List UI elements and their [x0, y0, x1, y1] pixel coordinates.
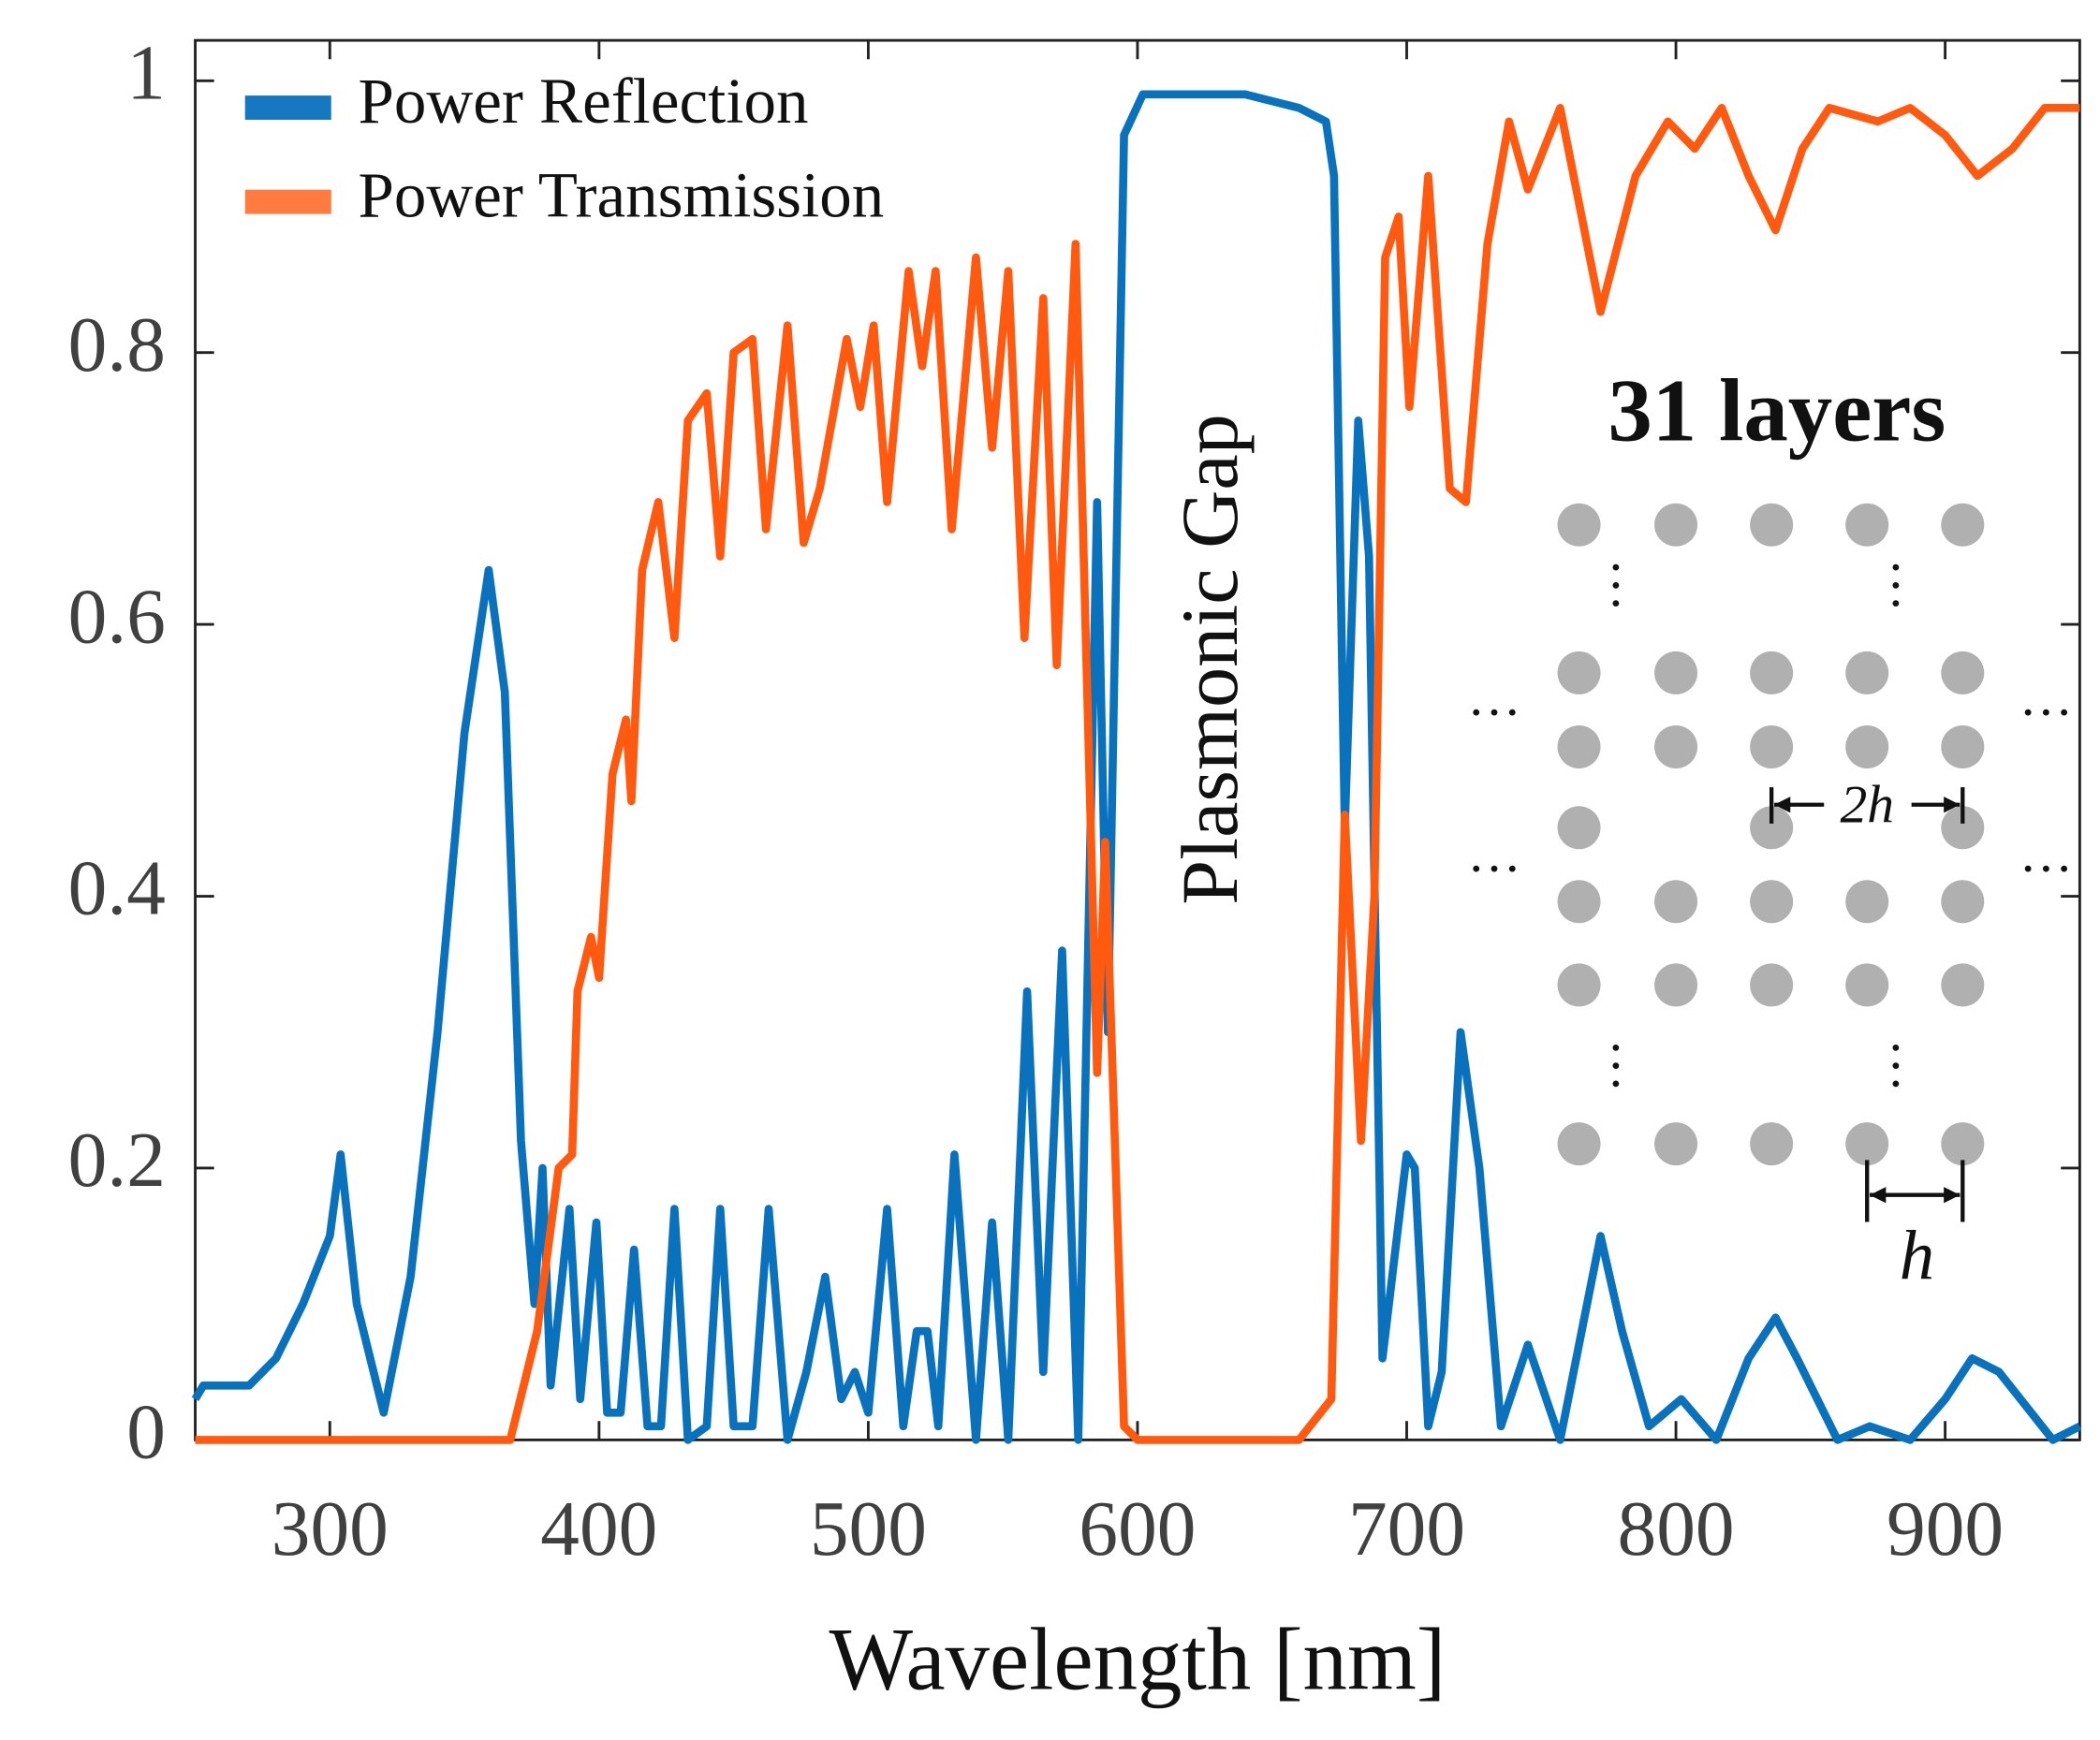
- legend-swatch: [244, 95, 331, 120]
- svg-text:…: …: [1602, 1039, 1661, 1093]
- x-tick-label: 600: [1079, 1486, 1196, 1572]
- svg-text:…: …: [1602, 559, 1661, 613]
- lattice-rod: [1654, 651, 1698, 695]
- svg-text:…: …: [1467, 668, 1521, 727]
- y-tick-label: 0.2: [68, 1118, 166, 1204]
- plot-area: [191, 40, 2082, 1444]
- lattice-rod: [1941, 724, 1985, 768]
- lattice-rod: [1557, 1122, 1601, 1166]
- plot-frame: [194, 38, 2081, 1441]
- lattice-rod: [1557, 651, 1601, 695]
- lattice-rod: [1845, 963, 1889, 1007]
- lattice-rod: [1654, 724, 1698, 768]
- svg-text:…: …: [1882, 1039, 1941, 1093]
- lattice-rod: [1941, 1122, 1985, 1166]
- y-tick-label: 1: [126, 30, 166, 116]
- annotation: Plasmonic Gap: [1165, 414, 1255, 905]
- lattice-rod: [1845, 651, 1889, 695]
- svg-text:…: …: [2019, 824, 2074, 883]
- lattice-rod: [1557, 806, 1601, 850]
- x-axis-label: Wavelength [nm]: [830, 1610, 1447, 1709]
- lattice-rod: [1941, 880, 1985, 924]
- lattice-rod: [1750, 724, 1794, 768]
- legend-label: Power Transmission: [359, 160, 885, 231]
- legend-label: Power Reflection: [359, 66, 809, 137]
- lattice-rod: [1845, 1122, 1889, 1166]
- lattice-rod: [1654, 963, 1698, 1007]
- lattice-rod: [1941, 963, 1985, 1007]
- lattice-rod: [1750, 651, 1794, 695]
- lattice-rod: [1750, 963, 1794, 1007]
- lattice-rod: [1557, 503, 1601, 547]
- lattice-rod: [1654, 503, 1698, 547]
- lattice-rod: [1750, 503, 1794, 547]
- annotation: 2h: [1840, 776, 1894, 835]
- lattice-rod: [1750, 806, 1794, 850]
- y-tick-label: 0.6: [68, 574, 166, 660]
- lattice-rod: [1845, 724, 1889, 768]
- x-tick-label: 500: [810, 1486, 927, 1572]
- series-line: [191, 90, 2082, 1444]
- y-tick-label: 0: [126, 1390, 166, 1476]
- x-tick-label: 700: [1348, 1486, 1465, 1572]
- y-tick-label: 0.8: [68, 302, 166, 388]
- lattice-rod: [1941, 503, 1985, 547]
- lattice-rod: [1941, 806, 1985, 850]
- lattice-rod: [1750, 1122, 1794, 1166]
- ellipsis: … … … … … … … …: [1467, 559, 2073, 1093]
- series-line: [195, 103, 2080, 1444]
- lattice-rod: [1557, 880, 1601, 924]
- lattice-rod: [1845, 880, 1889, 924]
- lattice-rod: [1654, 880, 1698, 924]
- lattice-rod: [1557, 963, 1601, 1007]
- svg-text:…: …: [1467, 824, 1521, 883]
- x-tick-label: 900: [1887, 1486, 2004, 1572]
- x-tick-label: 800: [1618, 1486, 1735, 1572]
- dimension-arrows: [1769, 787, 1965, 1222]
- lattice-rod: [1845, 503, 1889, 547]
- lattice-rod: [1654, 1122, 1698, 1166]
- svg-text:…: …: [1882, 559, 1941, 613]
- annotation: 31 layers: [1608, 360, 1946, 460]
- lattice-inset: [1557, 503, 1985, 1166]
- lattice-rod: [1557, 724, 1601, 768]
- x-tick-label: 300: [272, 1486, 389, 1572]
- svg-text:…: …: [2019, 668, 2074, 727]
- y-tick-label: 0.4: [68, 846, 166, 932]
- legend-swatch: [244, 189, 331, 214]
- annotation: h: [1900, 1217, 1934, 1294]
- lattice-rod: [1750, 880, 1794, 924]
- x-tick-label: 400: [540, 1486, 657, 1572]
- lattice-rod: [1941, 651, 1985, 695]
